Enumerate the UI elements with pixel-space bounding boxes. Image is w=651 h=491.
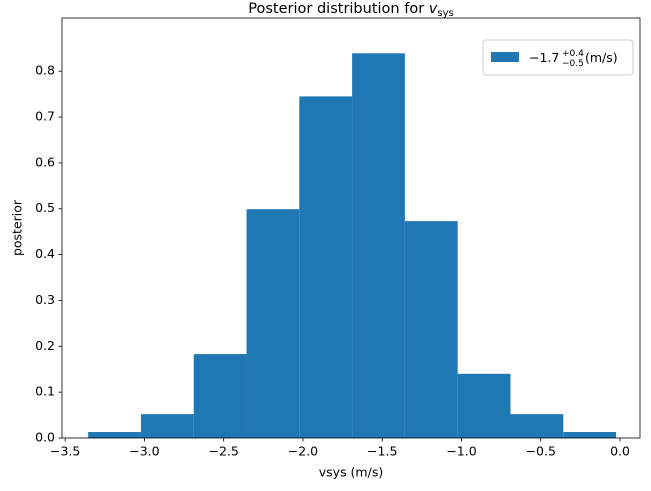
y-tick-label: 0.5: [35, 200, 55, 215]
legend-label: −1.7 +0.4 −0.5(m/s): [529, 49, 618, 69]
x-tick-label: −0.5: [526, 444, 556, 459]
bar: [404, 221, 458, 438]
x-tick-label: −2.5: [209, 444, 239, 459]
y-tick-label: 0.0: [35, 430, 55, 445]
legend-lower: −0.5: [562, 59, 584, 69]
plot-frame: [61, 17, 641, 439]
title-symbol: v: [429, 1, 438, 17]
bar: [140, 414, 194, 438]
x-axis-label: vsys (m/s): [319, 465, 383, 480]
x-tick-label: −2.0: [288, 444, 318, 459]
title-subscript: sys: [437, 8, 453, 19]
bar: [352, 53, 405, 439]
x-tick-label: −3.5: [50, 444, 80, 459]
title-text: Posterior distribution for: [248, 1, 424, 17]
legend-unit: (m/s): [585, 50, 618, 65]
y-tick-label: 0.1: [35, 384, 55, 399]
y-tick-label: 0.3: [35, 292, 55, 307]
legend-upper: +0.4: [562, 49, 584, 59]
legend-value: −1.7: [529, 50, 559, 65]
bar: [457, 373, 511, 438]
bar: [88, 432, 141, 438]
y-tick-label: 0.8: [35, 63, 55, 78]
x-tick-label: 0.0: [610, 444, 630, 459]
y-axis-label: posterior: [10, 199, 25, 256]
x-tick-label: −3.0: [129, 444, 159, 459]
x-tick-label: −1.0: [446, 444, 476, 459]
y-tick-label: 0.6: [35, 154, 55, 169]
legend-swatch: [491, 52, 519, 62]
y-tick-label: 0.7: [35, 109, 55, 124]
chart-title: Posterior distribution for vsys: [248, 1, 453, 19]
y-tick-label: 0.2: [35, 338, 55, 353]
legend-box: [482, 39, 634, 76]
bar: [510, 414, 564, 438]
bar: [563, 432, 617, 438]
y-tick-label: 0.4: [35, 246, 55, 261]
bar: [246, 209, 300, 438]
x-tick-label: −1.5: [367, 444, 397, 459]
bar: [299, 96, 353, 438]
bar: [193, 354, 247, 438]
